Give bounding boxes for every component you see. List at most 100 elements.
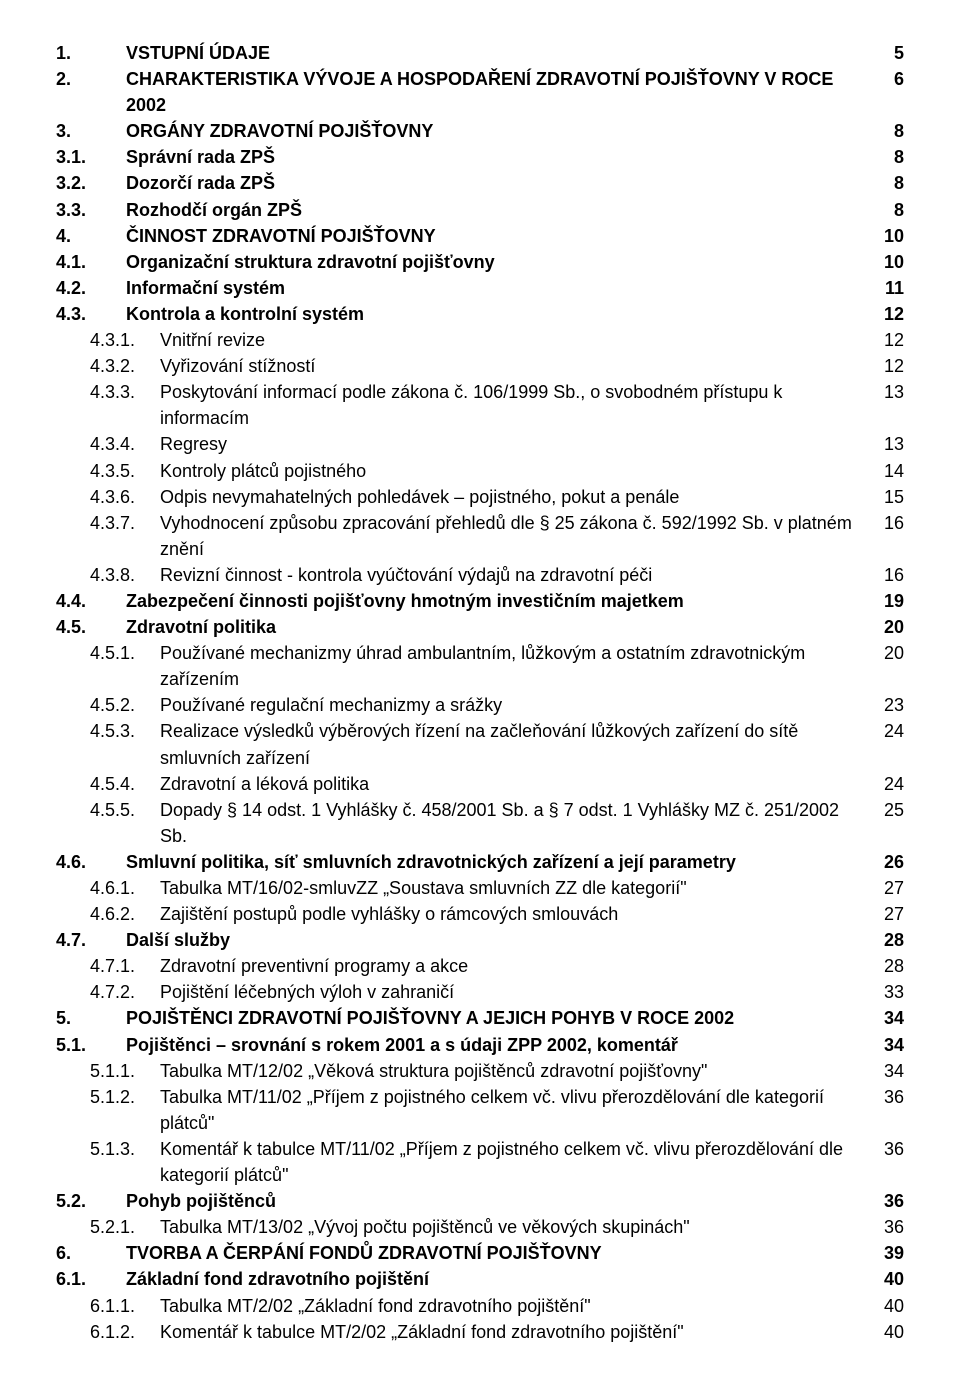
toc-number: 5.1. (56, 1032, 126, 1058)
toc-row: 4.3.5.Kontroly plátců pojistného14 (90, 458, 904, 484)
toc-row: 4.2.Informační systém11 (56, 275, 904, 301)
toc-row: 4.6.2.Zajištění postupů podle vyhlášky o… (90, 901, 904, 927)
toc-page: 28 (868, 953, 904, 979)
toc-row: 5.1.2.Tabulka MT/11/02 „Příjem z pojistn… (90, 1084, 904, 1136)
toc-row: 4.3.3.Poskytování informací podle zákona… (90, 379, 904, 431)
toc-text: ORGÁNY ZDRAVOTNÍ POJIŠŤOVNY (126, 118, 868, 144)
toc-page: 27 (868, 901, 904, 927)
toc-number: 4.7. (56, 927, 126, 953)
toc-text: Další služby (126, 927, 868, 953)
toc-text: Vyhodnocení způsobu zpracování přehledů … (160, 510, 868, 562)
toc-row: 6.TVORBA A ČERPÁNÍ FONDŮ ZDRAVOTNÍ POJIŠ… (56, 1240, 904, 1266)
toc-number: 4.3.4. (90, 431, 160, 457)
toc-page: 36 (868, 1136, 904, 1162)
toc-text: TVORBA A ČERPÁNÍ FONDŮ ZDRAVOTNÍ POJIŠŤO… (126, 1240, 868, 1266)
toc-text: Používané regulační mechanizmy a srážky (160, 692, 868, 718)
toc-page: 6 (868, 66, 904, 92)
toc-number: 4.3.2. (90, 353, 160, 379)
toc-page: 34 (868, 1032, 904, 1058)
toc-text: Odpis nevymahatelných pohledávek – pojis… (160, 484, 868, 510)
toc-page: 8 (868, 118, 904, 144)
toc-number: 4.5.4. (90, 771, 160, 797)
toc-row: 4.3.7.Vyhodnocení způsobu zpracování pře… (90, 510, 904, 562)
toc-text: POJIŠTĚNCI ZDRAVOTNÍ POJIŠŤOVNY A JEJICH… (126, 1005, 868, 1031)
toc-number: 5.2. (56, 1188, 126, 1214)
toc-number: 4.3. (56, 301, 126, 327)
toc-page: 15 (868, 484, 904, 510)
toc-page: 16 (868, 562, 904, 588)
toc-text: Dozorčí rada ZPŠ (126, 170, 868, 196)
toc-row: 4.4.Zabezpečení činnosti pojišťovny hmot… (56, 588, 904, 614)
toc-page: 40 (868, 1319, 904, 1345)
toc-row: 4.5.Zdravotní politika20 (56, 614, 904, 640)
toc-text: Komentář k tabulce MT/11/02 „Příjem z po… (160, 1136, 868, 1188)
toc-page: 34 (868, 1005, 904, 1031)
toc-page: 24 (868, 771, 904, 797)
toc-number: 6.1. (56, 1266, 126, 1292)
toc-page: 11 (868, 275, 904, 301)
toc-row: 4.3.1.Vnitřní revize12 (90, 327, 904, 353)
toc-text: Pojištění léčebných výloh v zahraničí (160, 979, 868, 1005)
toc-page: 12 (868, 301, 904, 327)
toc-number: 4.3.1. (90, 327, 160, 353)
toc-number: 4. (56, 223, 126, 249)
toc-page: 25 (868, 797, 904, 823)
toc-page: 36 (868, 1214, 904, 1240)
toc-page: 8 (868, 144, 904, 170)
toc-number: 4.1. (56, 249, 126, 275)
toc-number: 5. (56, 1005, 126, 1031)
table-of-contents: 1.VSTUPNÍ ÚDAJE52.CHARAKTERISTIKA VÝVOJE… (56, 40, 904, 1345)
toc-page: 27 (868, 875, 904, 901)
toc-number: 5.2.1. (90, 1214, 160, 1240)
toc-row: 4.3.8.Revizní činnost - kontrola vyúčtov… (90, 562, 904, 588)
toc-text: Regresy (160, 431, 868, 457)
toc-text: Vyřizování stížností (160, 353, 868, 379)
toc-row: 4.3.Kontrola a kontrolní systém12 (56, 301, 904, 327)
toc-row: 3.ORGÁNY ZDRAVOTNÍ POJIŠŤOVNY8 (56, 118, 904, 144)
toc-text: Používané mechanizmy úhrad ambulantním, … (160, 640, 868, 692)
toc-page: 13 (868, 431, 904, 457)
toc-number: 5.1.2. (90, 1084, 160, 1110)
toc-number: 4.3.5. (90, 458, 160, 484)
toc-page: 13 (868, 379, 904, 405)
toc-number: 6.1.1. (90, 1293, 160, 1319)
toc-row: 4.ČINNOST ZDRAVOTNÍ POJIŠŤOVNY10 (56, 223, 904, 249)
toc-page: 8 (868, 170, 904, 196)
toc-number: 4.2. (56, 275, 126, 301)
toc-number: 6.1.2. (90, 1319, 160, 1345)
toc-row: 4.5.2.Používané regulační mechanizmy a s… (90, 692, 904, 718)
toc-text: Pojištěnci – srovnání s rokem 2001 a s ú… (126, 1032, 868, 1058)
toc-page: 40 (868, 1293, 904, 1319)
toc-text: Komentář k tabulce MT/2/02 „Základní fon… (160, 1319, 868, 1345)
toc-number: 4.5. (56, 614, 126, 640)
toc-number: 4.7.2. (90, 979, 160, 1005)
toc-row: 5.1.1.Tabulka MT/12/02 „Věková struktura… (90, 1058, 904, 1084)
toc-page: 19 (868, 588, 904, 614)
toc-page: 39 (868, 1240, 904, 1266)
toc-number: 4.5.3. (90, 718, 160, 744)
toc-page: 14 (868, 458, 904, 484)
toc-row: 4.7.Další služby28 (56, 927, 904, 953)
toc-row: 4.7.1.Zdravotní preventivní programy a a… (90, 953, 904, 979)
toc-text: Informační systém (126, 275, 868, 301)
toc-row: 1.VSTUPNÍ ÚDAJE5 (56, 40, 904, 66)
toc-number: 4.3.3. (90, 379, 160, 405)
toc-text: Tabulka MT/2/02 „Základní fond zdravotní… (160, 1293, 868, 1319)
toc-row: 3.3.Rozhodčí orgán ZPŠ8 (56, 197, 904, 223)
toc-row: 4.5.4.Zdravotní a léková politika24 (90, 771, 904, 797)
toc-text: ČINNOST ZDRAVOTNÍ POJIŠŤOVNY (126, 223, 868, 249)
toc-row: 6.1.2.Komentář k tabulce MT/2/02 „Základ… (90, 1319, 904, 1345)
toc-page: 8 (868, 197, 904, 223)
toc-page: 33 (868, 979, 904, 1005)
toc-text: Vnitřní revize (160, 327, 868, 353)
toc-row: 2.CHARAKTERISTIKA VÝVOJE A HOSPODAŘENÍ Z… (56, 66, 904, 118)
toc-text: Organizační struktura zdravotní pojišťov… (126, 249, 868, 275)
toc-number: 3. (56, 118, 126, 144)
toc-number: 4.7.1. (90, 953, 160, 979)
toc-page: 24 (868, 718, 904, 744)
toc-number: 4.3.6. (90, 484, 160, 510)
toc-page: 5 (868, 40, 904, 66)
toc-page: 20 (868, 614, 904, 640)
toc-page: 16 (868, 510, 904, 536)
toc-text: Základní fond zdravotního pojištění (126, 1266, 868, 1292)
